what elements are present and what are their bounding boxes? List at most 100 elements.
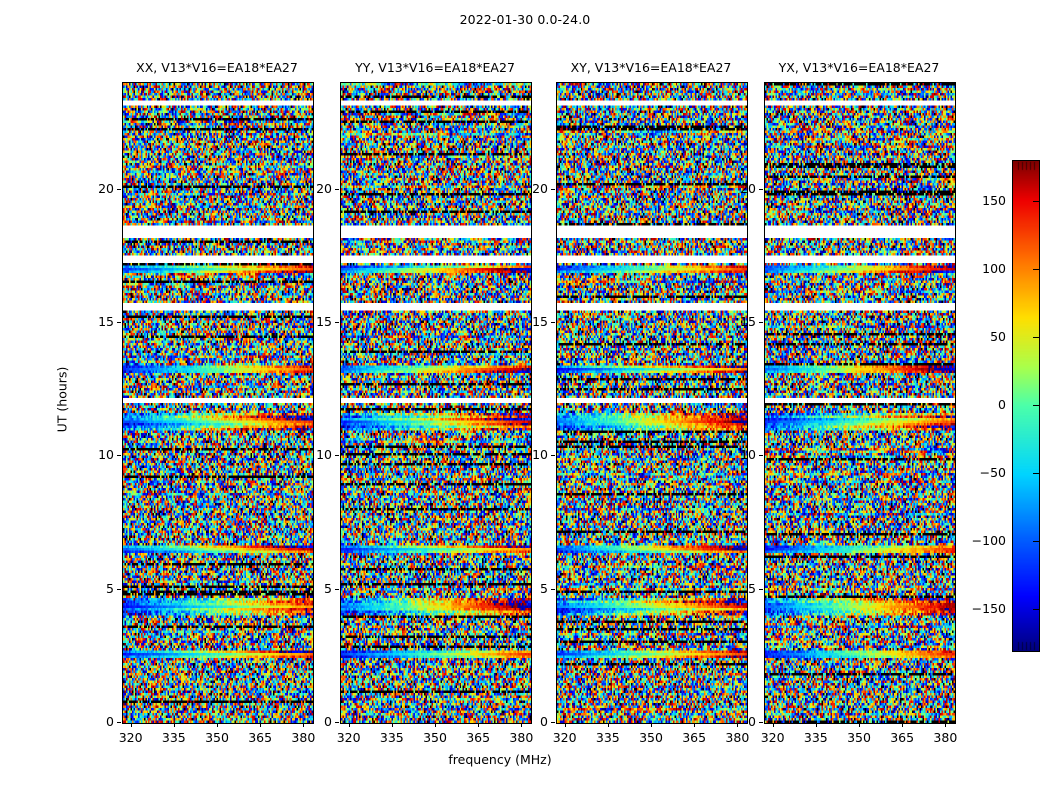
x-tick-label: 350 <box>205 730 229 745</box>
x-tick-label: 365 <box>890 730 915 745</box>
x-tickmark <box>816 723 817 727</box>
y-tickmark <box>117 722 121 723</box>
y-tickmark <box>335 589 339 590</box>
x-tick-label: 320 <box>118 730 143 745</box>
y-tick-label: 0 <box>540 714 548 729</box>
colorbar-tick-label: −50 <box>979 465 1006 481</box>
plot-panel-xx[interactable] <box>122 82 314 724</box>
x-tickmark <box>217 723 218 727</box>
x-tick-label: 350 <box>639 730 663 745</box>
x-tickmark <box>131 723 132 727</box>
y-tickmark <box>759 189 763 190</box>
colorbar-tickmark <box>1033 269 1039 270</box>
x-tick-label: 350 <box>423 730 447 745</box>
x-tickmark <box>303 723 304 727</box>
colorbar-tickmark <box>1033 473 1039 474</box>
figure-suptitle: 2022-01-30 0.0-24.0 <box>459 12 591 27</box>
colorbar-tickmark <box>1033 201 1039 202</box>
y-tickmark <box>117 455 121 456</box>
y-tickmark <box>551 322 555 323</box>
y-tick-label: 0 <box>748 714 756 729</box>
phase-waterfall-image-yx <box>765 83 955 723</box>
phase-waterfall-image-xx <box>123 83 313 723</box>
y-tick-label: 20 <box>316 180 332 196</box>
y-tickmark <box>551 722 555 723</box>
x-tick-label: 365 <box>248 730 273 745</box>
y-tick-label: 5 <box>748 580 756 596</box>
x-tick-label: 365 <box>466 730 491 745</box>
phase-waterfall-image-yy <box>341 83 531 723</box>
colorbar-tick-label: 100 <box>982 260 1006 276</box>
x-tick-label: 380 <box>933 730 958 745</box>
panel-title-xy: XY, V13*V16=EA18*EA27 <box>570 60 732 75</box>
x-tickmark <box>902 723 903 727</box>
panel-title-yx: YX, V13*V16=EA18*EA27 <box>778 60 940 75</box>
colorbar-gradient <box>1013 161 1039 651</box>
y-tickmark <box>335 722 339 723</box>
colorbar-tick-label: −100 <box>971 533 1006 549</box>
y-tick-label: 20 <box>532 180 548 196</box>
x-tickmark <box>608 723 609 727</box>
y-tickmark <box>551 589 555 590</box>
y-tick-label: 10 <box>740 447 756 463</box>
x-tick-label: 320 <box>760 730 785 745</box>
y-tick-label: 10 <box>532 447 548 463</box>
phase-waterfall-image-xy <box>557 83 747 723</box>
x-tickmark <box>349 723 350 727</box>
x-axis-label: frequency (MHz) <box>448 752 552 767</box>
y-tickmark <box>759 589 763 590</box>
x-tick-label: 320 <box>552 730 577 745</box>
y-tick-label: 5 <box>540 580 548 596</box>
x-tick-label: 335 <box>595 730 620 745</box>
colorbar-tick-label: 150 <box>982 192 1006 208</box>
x-tick-label: 380 <box>291 730 316 745</box>
plot-panel-yy[interactable] <box>340 82 532 724</box>
x-tickmark <box>521 723 522 727</box>
x-tickmark <box>737 723 738 727</box>
colorbar[interactable] <box>1012 160 1040 652</box>
y-tickmark <box>759 322 763 323</box>
x-tick-label: 350 <box>847 730 871 745</box>
y-tick-label: 20 <box>740 180 756 196</box>
x-tickmark <box>945 723 946 727</box>
colorbar-tickmark <box>1033 541 1039 542</box>
x-tickmark <box>435 723 436 727</box>
y-tick-label: 20 <box>98 180 114 196</box>
x-tick-label: 365 <box>682 730 707 745</box>
y-tick-label: 15 <box>316 314 332 329</box>
x-tickmark <box>260 723 261 727</box>
y-tickmark <box>117 589 121 590</box>
y-tick-label: 15 <box>532 314 548 329</box>
x-tick-label: 380 <box>509 730 534 745</box>
plot-panel-xy[interactable] <box>556 82 748 724</box>
plot-panel-yx[interactable] <box>764 82 956 724</box>
y-tick-label: 0 <box>324 714 332 729</box>
y-tick-label: 15 <box>740 314 756 329</box>
x-tickmark <box>773 723 774 727</box>
y-tickmark <box>117 322 121 323</box>
y-tick-label: 10 <box>98 447 114 463</box>
y-tick-label: 0 <box>106 714 114 729</box>
colorbar-tick-label: −150 <box>971 601 1006 617</box>
y-tickmark <box>759 455 763 456</box>
x-tickmark <box>392 723 393 727</box>
x-tickmark <box>478 723 479 727</box>
y-tickmark <box>117 189 121 190</box>
colorbar-tickmark <box>1033 405 1039 406</box>
x-tick-label: 335 <box>161 730 186 745</box>
y-axis-label: UT (hours) <box>54 366 70 433</box>
y-tickmark <box>335 189 339 190</box>
x-tickmark <box>651 723 652 727</box>
colorbar-tickmark <box>1033 337 1039 338</box>
x-tickmark <box>174 723 175 727</box>
colorbar-tick-label: 50 <box>990 328 1006 344</box>
x-tickmark <box>694 723 695 727</box>
y-tick-label: 5 <box>106 580 114 596</box>
panel-title-yy: YY, V13*V16=EA18*EA27 <box>355 60 515 75</box>
x-tick-label: 380 <box>725 730 750 745</box>
y-tick-label: 5 <box>324 580 332 596</box>
x-tick-label: 320 <box>336 730 361 745</box>
y-tickmark <box>335 322 339 323</box>
y-tick-label: 15 <box>98 314 114 329</box>
